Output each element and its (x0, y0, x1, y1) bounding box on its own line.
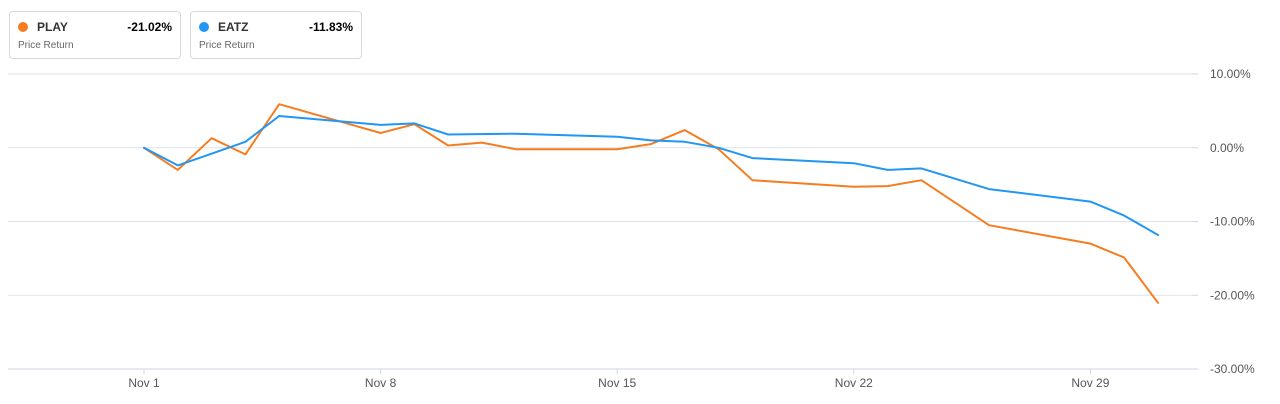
series-lines (143, 103, 1159, 304)
y-tick-label: -10.00% (1210, 215, 1255, 229)
y-tick-label: -20.00% (1210, 288, 1255, 302)
legend-return: -21.02% (127, 20, 172, 34)
legend-card-eatz[interactable]: EATZ -11.83% Price Return (190, 11, 362, 59)
legend-return: -11.83% (308, 20, 353, 34)
y-axis-ticks: 10.00% 0.00% -10.00% -20.00% -30.00% (1192, 67, 1255, 376)
legend-subtitle: Price Return (18, 40, 74, 51)
eatz-series-dot-icon (199, 22, 209, 32)
play-series-dot-icon (18, 22, 28, 32)
x-tick-label: Nov 15 (598, 376, 636, 390)
legend-ticker: EATZ (218, 20, 249, 34)
x-tick-label: Nov 1 (128, 376, 160, 390)
series-line-eatz[interactable] (143, 115, 1159, 236)
series-line-play[interactable] (143, 103, 1159, 304)
legend-subtitle: Price Return (199, 40, 255, 51)
x-tick-label: Nov 29 (1071, 376, 1109, 390)
chart-grid (8, 73, 1192, 296)
y-tick-label: 0.00% (1210, 141, 1244, 155)
x-axis-ticks: Nov 1 Nov 8 Nov 15 Nov 22 Nov 29 (128, 369, 1110, 390)
x-tick-label: Nov 22 (835, 376, 873, 390)
y-tick-label: 10.00% (1210, 67, 1251, 81)
legend-ticker: PLAY (37, 20, 68, 34)
x-tick-label: Nov 8 (365, 376, 397, 390)
y-tick-label: -30.00% (1210, 362, 1255, 376)
legend-card-play[interactable]: PLAY -21.02% Price Return (9, 11, 181, 59)
